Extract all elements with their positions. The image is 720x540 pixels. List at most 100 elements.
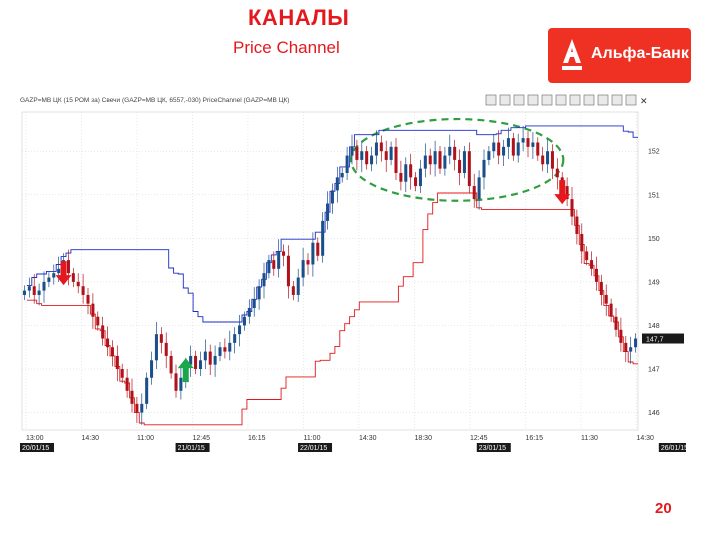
crosshair-button[interactable]	[555, 94, 567, 106]
candle-body	[296, 277, 300, 295]
candle-body	[604, 294, 608, 304]
candle-body	[115, 355, 119, 370]
candle-body	[228, 342, 232, 352]
zoom-in-button[interactable]	[485, 94, 497, 106]
candle-body	[438, 151, 442, 169]
candle-body	[76, 281, 80, 287]
alfa-bank-logo: Альфа-Банк	[548, 28, 691, 83]
candle-body	[130, 390, 134, 404]
candle-body	[291, 286, 295, 295]
candle-body	[203, 351, 207, 361]
candle-body	[194, 355, 198, 370]
candle-body	[267, 260, 271, 274]
candle-body	[86, 294, 90, 304]
highlight-ellipse	[349, 117, 565, 202]
candle-body	[570, 199, 574, 217]
print-button[interactable]	[597, 94, 609, 106]
candle-body	[150, 360, 154, 378]
consolidation-ellipse	[349, 117, 565, 202]
candle-body	[379, 142, 383, 152]
candle-body	[345, 155, 349, 173]
candle-body	[135, 403, 139, 413]
x-tick-label: 12:45	[470, 435, 488, 442]
candle-body	[428, 155, 432, 165]
candle-body	[624, 342, 628, 352]
x-tick-label: 14:30	[81, 435, 99, 442]
candle-body	[311, 242, 315, 265]
candle-body	[37, 290, 41, 295]
last-price-label: 147,7	[646, 337, 664, 344]
x-tick-label: 16:15	[248, 435, 266, 442]
date-label-bg	[298, 443, 333, 452]
y-axis: 146 147 148 149 150 151 152	[648, 149, 660, 417]
candle-body	[125, 377, 129, 391]
candle-body	[374, 142, 378, 156]
candle-body	[384, 151, 388, 160]
candle-body	[594, 268, 598, 282]
properties-button[interactable]	[583, 94, 595, 106]
x-tick-label: 11:00	[137, 435, 154, 442]
candle-body	[301, 260, 305, 278]
candle-body	[252, 299, 256, 309]
x-tick-label: 14:30	[359, 435, 377, 442]
candle-body	[541, 155, 545, 165]
candle-body	[101, 325, 105, 339]
candle-body	[492, 142, 496, 152]
candle-body	[423, 155, 427, 169]
settings-button[interactable]	[625, 94, 637, 106]
x-tick-label: 14:30	[636, 435, 654, 442]
candle-body	[262, 273, 266, 287]
candle-body	[306, 260, 310, 265]
export-button[interactable]	[611, 94, 623, 106]
draw-button[interactable]	[569, 94, 581, 106]
candle-body	[233, 334, 237, 343]
close-chart-icon[interactable]: ✕	[640, 96, 648, 106]
candle-body	[169, 355, 173, 374]
date-label-bg	[658, 443, 686, 452]
candle-body	[516, 142, 520, 156]
candle-body	[164, 342, 168, 356]
candle-body	[272, 260, 276, 269]
slide-title: КАНАЛЫ	[248, 5, 350, 30]
candle-body	[330, 190, 334, 204]
candle-body	[179, 377, 183, 391]
candle-body	[154, 334, 158, 361]
candle-body	[399, 172, 403, 182]
candle-body	[247, 308, 251, 317]
candle-body	[443, 155, 447, 169]
candle-body	[208, 351, 212, 365]
candle-body	[96, 316, 100, 326]
date-label: 23/01/15	[479, 445, 506, 452]
candle-body	[472, 186, 476, 200]
y-tick-label: 150	[648, 236, 660, 243]
candle-body	[277, 251, 281, 269]
candle-body	[71, 273, 75, 282]
candle-body	[521, 138, 525, 143]
candle-body	[316, 242, 320, 256]
scroll-right-button[interactable]	[527, 94, 539, 106]
candle-body	[634, 338, 638, 348]
candle-body	[580, 233, 584, 252]
candles	[22, 125, 638, 425]
candle-body	[32, 286, 36, 295]
scroll-left-button[interactable]	[513, 94, 525, 106]
candle-body	[404, 164, 408, 182]
candle-body	[365, 151, 369, 165]
pan-button[interactable]	[541, 94, 553, 106]
candle-body	[321, 220, 325, 256]
x-tick-label: 13:00	[26, 435, 44, 442]
candle-body	[511, 138, 515, 156]
candle-body	[159, 334, 163, 343]
candle-body	[575, 216, 579, 234]
candle-body	[198, 360, 202, 370]
candle-body	[52, 273, 56, 278]
candle-body	[614, 316, 618, 330]
candle-body	[282, 251, 286, 256]
zoom-out-button[interactable]	[499, 94, 511, 106]
candle-body	[467, 151, 471, 187]
x-tick-label: 11:00	[303, 435, 320, 442]
candle-body	[22, 290, 26, 295]
lower-channel-line	[26, 192, 638, 426]
candlestick-chart-svg: GAZP=MB ЦК (15 РОМ за) Свечи (GAZP=MB ЦК…	[18, 92, 686, 455]
sell-arrow-icon	[55, 261, 72, 286]
